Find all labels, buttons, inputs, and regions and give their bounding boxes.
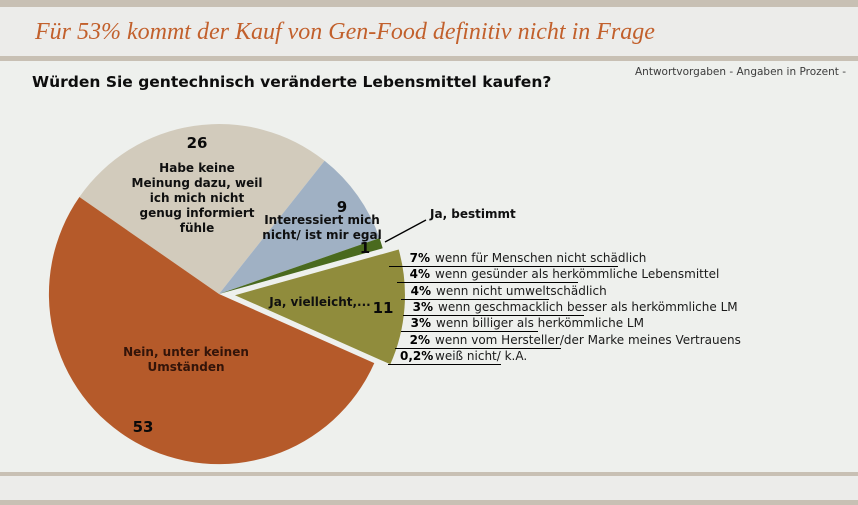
breakdown-reason: wenn billiger als herkömmliche LM	[436, 316, 644, 331]
breakdown-reason: wenn gesünder als herkömmliche Lebensmit…	[435, 267, 720, 282]
value-label-no-opinion: 26	[186, 134, 208, 152]
footer-divider	[0, 472, 858, 476]
breakdown-reason: weiß nicht/ k.A.	[435, 348, 528, 363]
footer: Quelle: Omnibusumfrage im Auftrag des Gf…	[0, 476, 858, 500]
bottom-border-bar	[0, 500, 858, 505]
slice-label-yes-definitely: Ja, bestimmt	[430, 207, 516, 221]
breakdown-item: 7% wenn für Menschen nicht schädlich	[389, 251, 646, 267]
breakdown-percent: 4%	[409, 267, 430, 282]
header-divider	[0, 56, 858, 61]
pie-slice-no-opinion	[79, 124, 325, 295]
top-border-bar	[0, 0, 858, 7]
breakdown-percent: 3%	[412, 299, 433, 314]
breakdown-percent: 2%	[409, 332, 430, 347]
pie-slice-not-interested	[219, 160, 380, 294]
title-band: Für 53% kommt der Kauf von Gen-Food defi…	[0, 7, 858, 56]
slice-label-not-interested: Interessiert mich nicht/ ist mir egal	[262, 213, 382, 242]
breakdown-item: 2% wenn vom Hersteller/der Marke meines V…	[395, 332, 741, 349]
breakdown-reason: wenn für Menschen nicht schädlich	[435, 251, 647, 265]
value-label-not-interested: 9	[336, 198, 348, 216]
pie-slice-no-never	[48, 197, 375, 465]
callout-line-yes-definitely	[384, 219, 427, 243]
answer-format-note: Antwortvorgaben - Angaben in Prozent -	[634, 66, 846, 78]
breakdown-percent: 7%	[409, 251, 430, 265]
breakdown-percent: 0,2%	[400, 348, 434, 363]
slice-label-no-opinion: Habe keine Meinung dazu, weil ich mich nic…	[131, 161, 263, 235]
slice-label-no-never: Nein, unter keinen Umständen	[123, 345, 249, 374]
breakdown-percent: 3%	[410, 316, 431, 331]
breakdown-reason: wenn geschmacklich besser als herkömmlic…	[438, 299, 738, 314]
breakdown-item: 4% wenn nicht umweltschädlich	[401, 283, 607, 300]
breakdown-item: 3% wenn geschmacklich besser als herkömml…	[403, 299, 738, 316]
pie-slice-yes-maybe	[235, 249, 405, 365]
survey-question: Würden Sie gentechnisch veränderte Leben…	[32, 73, 552, 91]
breakdown-reason: wenn nicht umweltschädlich	[436, 283, 607, 298]
value-label-yes-definitely: 1	[359, 239, 371, 257]
page-title: Für 53% kommt der Kauf von Gen-Food defi…	[35, 19, 655, 45]
slice-label-yes-maybe: Ja, vielleicht,...	[269, 295, 371, 309]
pie-slice-yes-definitely	[219, 238, 383, 294]
breakdown-item: 4% wenn gesünder als herkömmliche Lebensm…	[397, 267, 719, 284]
value-label-no-never: 53	[132, 418, 154, 436]
breakdown-reason: wenn vom Hersteller/der Marke meines Ver…	[435, 332, 741, 347]
breakdown-item: 0,2% weiß nicht/ k.A.	[388, 348, 527, 365]
breakdown-percent: 4%	[410, 283, 431, 298]
value-label-yes-maybe: 11	[372, 299, 394, 317]
breakdown-item: 3% wenn billiger als herkömmliche LM	[401, 316, 644, 333]
